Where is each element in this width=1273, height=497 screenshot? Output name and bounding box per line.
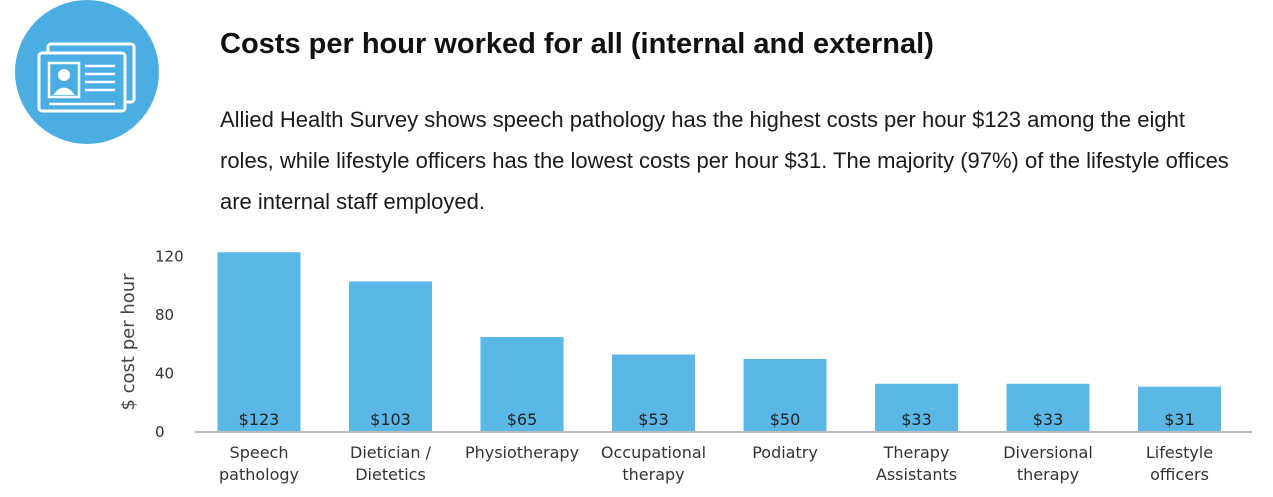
x-category-label: Podiatry — [752, 443, 818, 462]
x-category-label: Diversional — [1003, 443, 1093, 462]
x-category-label: Speech — [230, 443, 289, 462]
x-category-label: Occupational — [601, 443, 706, 462]
y-tick-label: 80 — [155, 306, 174, 324]
x-category-label: Dietetics — [355, 465, 426, 484]
bar — [875, 383, 958, 432]
bar — [349, 281, 432, 432]
x-category-label: Dietician / — [350, 443, 432, 462]
x-category-label: therapy — [1017, 465, 1079, 484]
y-axis-title: $ cost per hour — [118, 273, 139, 411]
y-tick-label: 120 — [155, 248, 184, 266]
bar — [217, 252, 301, 432]
bar-value-label: $50 — [770, 410, 801, 429]
page-title: Costs per hour worked for all (internal … — [220, 28, 934, 60]
bar — [743, 358, 827, 432]
y-tick-label: 0 — [155, 423, 165, 441]
x-category-label: Assistants — [876, 465, 957, 484]
bar — [480, 337, 564, 432]
bar — [1138, 386, 1221, 432]
summary-text: Allied Health Survey shows speech pathol… — [220, 107, 1229, 214]
bar — [1006, 383, 1090, 432]
bar-value-label: $53 — [638, 410, 669, 429]
y-tick-label: 40 — [155, 365, 174, 383]
x-category-label: Physiotherapy — [465, 443, 579, 462]
x-category-label: officers — [1150, 465, 1209, 484]
bar — [612, 354, 695, 432]
x-category-label: Therapy — [883, 443, 950, 462]
bar-value-label: $103 — [370, 410, 411, 429]
bar-value-label: $31 — [1164, 410, 1195, 429]
bar-value-label: $65 — [507, 410, 538, 429]
bar-value-label: $33 — [901, 410, 932, 429]
header-icon-badge — [15, 0, 159, 144]
id-card-icon — [37, 42, 136, 113]
x-category-label: Lifestyle — [1146, 443, 1213, 462]
bar-value-label: $33 — [1033, 410, 1064, 429]
x-category-label: pathology — [219, 465, 299, 484]
x-category-label: therapy — [622, 465, 684, 484]
bar-value-label: $123 — [239, 410, 280, 429]
